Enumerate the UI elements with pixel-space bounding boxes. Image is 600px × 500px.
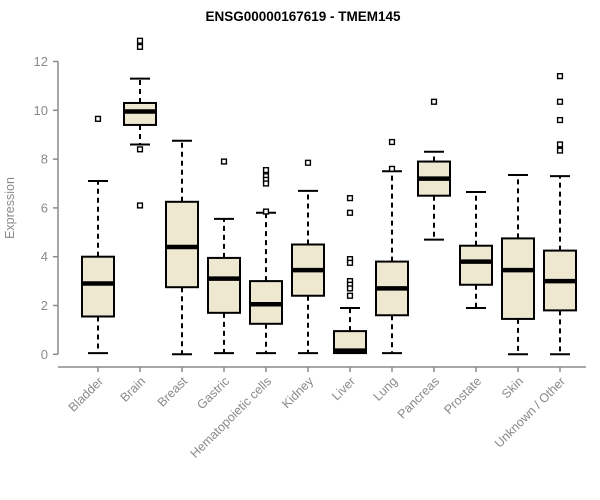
x-category-label: Unknown / Other [492,374,568,450]
y-axis-label: Expression [3,177,17,239]
x-category-label: Brain [118,374,149,405]
x-category-label: Pancreas [395,374,442,421]
boxplot-series [81,37,577,356]
outlier-point [346,209,354,216]
x-category-label: Gastric [194,374,232,412]
iqr-box [207,256,241,314]
boxplot-group-skin [501,173,535,356]
boxplot-group-bladder [81,115,115,355]
iqr-box [333,330,367,355]
outlier-point [136,37,144,44]
boxplot-group-liver [333,195,367,355]
y-tick-label: 6 [41,200,48,215]
chart-title: ENSG00000167619 - TMEM145 [205,9,401,24]
y-tick-label: 8 [41,152,48,167]
y-tick-label: 10 [34,103,48,118]
x-category-label: Hematopoietic cells [188,374,275,461]
outlier-point [556,116,564,124]
y-axis: 0 2 4 6 8 10 12 [34,54,59,362]
y-tick-label: 0 [41,347,48,362]
boxplot-group-breast [165,139,199,356]
boxplot-group-kidney [291,159,325,355]
outlier-point [556,147,564,154]
outlier-point [346,292,354,299]
x-category-label: Prostate [441,374,484,417]
outlier-point [346,195,354,202]
boxplot-group-lung [375,138,409,355]
outlier-point [136,43,144,50]
y-tick-label: 2 [41,298,48,313]
x-category-label: Skin [499,374,526,401]
outlier-point [262,208,270,215]
iqr-box [123,101,157,126]
outlier-point [388,165,396,172]
x-category-label: Bladder [66,374,106,414]
x-category-label: Liver [329,374,358,403]
iqr-box [165,200,199,289]
outlier-point [388,138,396,146]
y-tick-label: 12 [34,54,48,69]
boxplot-group-brain [123,37,157,209]
outlier-point [94,115,102,122]
outlier-point [220,158,228,165]
outlier-point [556,98,564,105]
outlier-point [304,159,312,166]
outlier-point [136,202,144,209]
boxplot-group-unknown-other [543,73,577,356]
iqr-box [459,244,493,286]
x-category-label: Breast [155,374,191,410]
outlier-point [136,146,144,153]
boxplot-group-gastric [207,158,241,355]
iqr-box [81,255,115,318]
boxplot-group-hematopoietic-cells [249,166,283,355]
outlier-point [556,73,564,80]
boxplot-group-prostate [459,191,493,309]
outlier-point [346,259,354,266]
outlier-point [556,141,564,148]
iqr-box [501,237,535,320]
outlier-point [430,98,438,105]
y-tick-label: 4 [41,249,48,264]
x-category-label: Kidney [279,374,316,411]
outlier-point [262,166,270,174]
x-category-label: Lung [371,374,401,404]
outlier-point [346,285,354,292]
boxplot-group-pancreas [417,98,451,241]
outlier-point [262,180,270,187]
